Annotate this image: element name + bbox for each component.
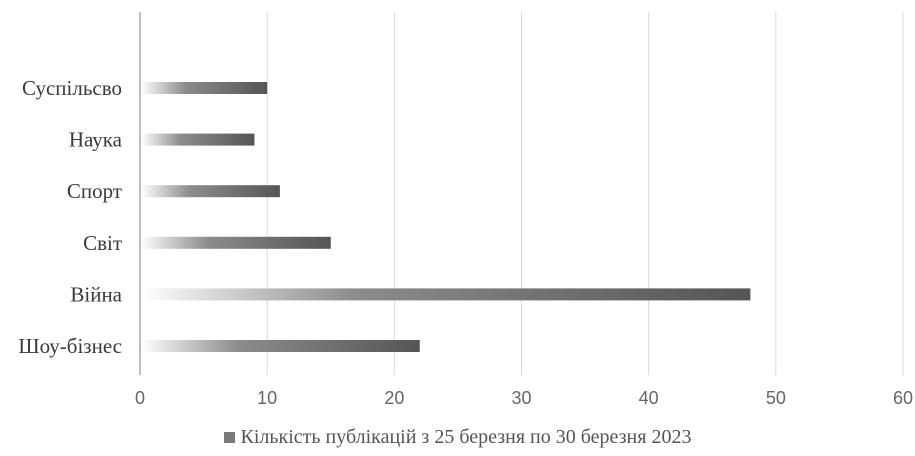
category-label: Спорт <box>67 179 122 203</box>
x-tick-label: 0 <box>135 388 145 408</box>
x-tick-label: 20 <box>384 388 404 408</box>
x-tick-label: 40 <box>639 388 659 408</box>
bar <box>141 185 280 198</box>
legend-swatch <box>223 432 235 443</box>
bars <box>141 82 751 352</box>
x-tick-label: 60 <box>893 388 913 408</box>
category-label: Світ <box>83 231 122 255</box>
x-tick-labels: 0 10 20 30 40 50 60 <box>135 388 913 408</box>
legend-label: Кількість публікацій з 25 березня по 30 … <box>240 426 692 448</box>
category-label: Суспільсво <box>22 76 122 100</box>
bar <box>141 82 268 94</box>
x-tick-label: 10 <box>257 388 277 408</box>
bar <box>141 133 255 146</box>
category-label: Війна <box>70 282 122 306</box>
bar <box>141 288 751 301</box>
gridlines <box>139 12 904 375</box>
legend: Кількість публікацій з 25 березня по 30 … <box>0 426 915 449</box>
category-label: Наука <box>69 128 123 152</box>
category-labels: Суспільсво Наука Спорт Світ Війна Шоу-бізнес <box>18 76 122 358</box>
bar <box>141 236 331 249</box>
bar <box>141 340 420 352</box>
x-tick-label: 50 <box>766 388 786 408</box>
x-tick-label: 30 <box>511 388 531 408</box>
category-label: Шоу-бізнес <box>18 334 122 358</box>
